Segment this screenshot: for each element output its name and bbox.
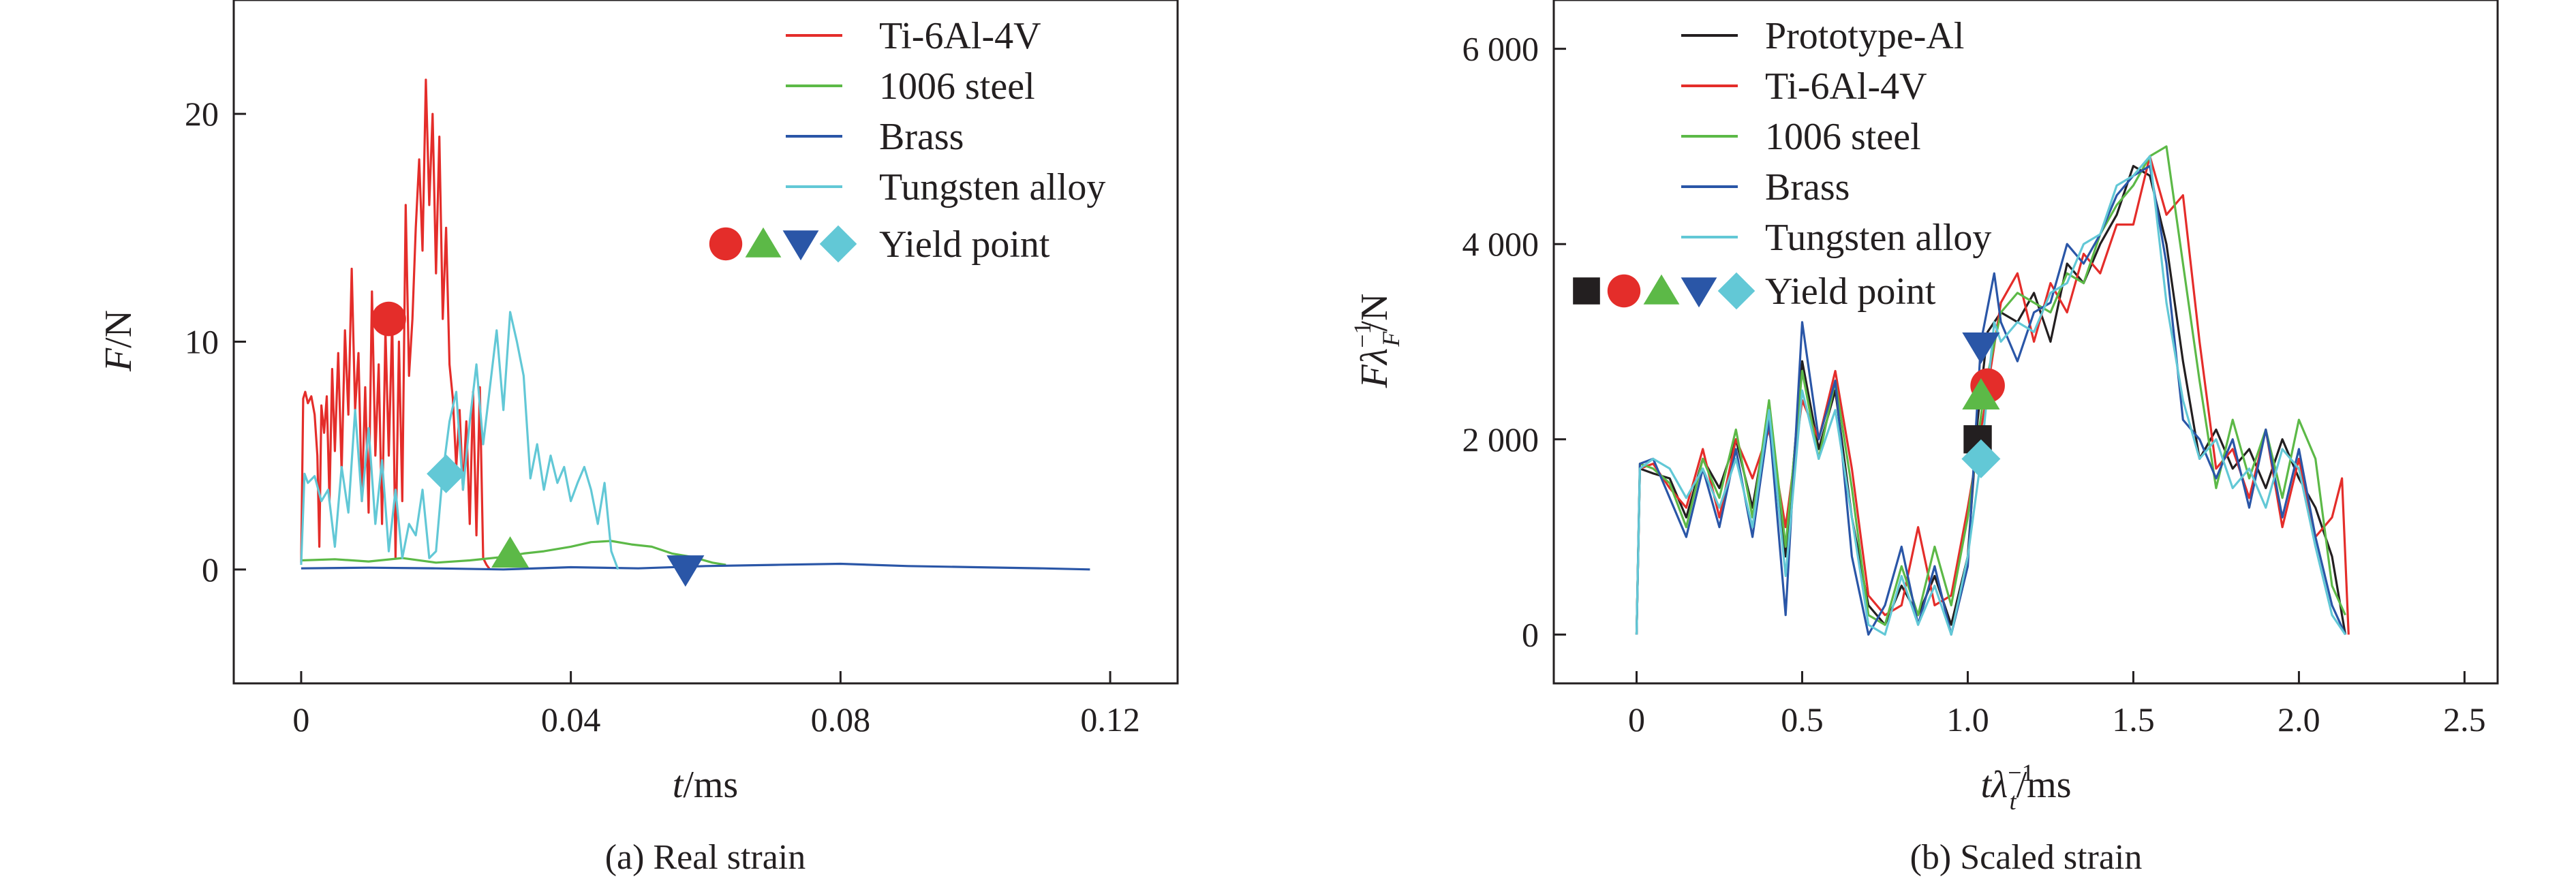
x-tick-label: 2.5	[2443, 700, 2486, 739]
series-line-ti-6al-4v	[300, 78, 491, 570]
legend-marker-1006-steel	[745, 227, 782, 258]
y-tick-label: 2 000	[1462, 420, 1539, 459]
x-tick-label: 0.04	[541, 700, 601, 739]
series-line-1006-steel	[301, 540, 726, 566]
y-axis-label: F/N	[97, 310, 140, 372]
x-tick-label: 0.5	[1781, 700, 1824, 739]
legend-marker-ti-6al-4v	[709, 227, 743, 261]
y-tick-label: 4 000	[1462, 225, 1539, 263]
yield-marker-brass	[666, 555, 705, 587]
legend-marker-1006-steel	[1643, 274, 1680, 305]
legend-marker-tungsten-alloy	[1717, 272, 1755, 310]
x-tick-label: 2.0	[2278, 700, 2320, 739]
y-tick-label: 0	[202, 551, 219, 589]
x-tick-label: 0.12	[1080, 700, 1140, 739]
y-axis-label: Fλ−1F/N	[1349, 294, 1405, 389]
legend-label-yield-point: Yield point	[1765, 270, 1936, 313]
x-tick-label: 1.5	[2112, 700, 2155, 739]
x-tick-label: 1.0	[1946, 700, 1989, 739]
legend-label-ti-6al-4v: Ti-6Al-4V	[1765, 65, 1927, 108]
legend-label-tungsten-alloy: Tungsten alloy	[1765, 217, 1991, 259]
yield-marker-ti-6al-4v	[371, 301, 406, 337]
panel-a: 0 0.04 0.08 0.12 0 10 20 t/ms F/N (a) Real strain…	[97, 0, 1179, 877]
legend-marker-brass	[1681, 277, 1717, 308]
x-tick-label: 0	[292, 700, 309, 739]
legend-label-brass: Brass	[879, 116, 964, 158]
legend-label-tungsten-alloy: Tungsten alloy	[879, 166, 1105, 208]
legend-marker-brass	[782, 230, 819, 261]
y-tick-label: 20	[185, 95, 219, 133]
series-line-brass	[301, 562, 1090, 571]
series-line-tungsten-alloy	[300, 311, 619, 570]
legend: Ti-6Al-4V 1006 steel Brass Tungsten alloy Yi…	[709, 15, 1105, 266]
legend: Prototype-Al Ti-6Al-4V 1006 steel Brass Tung…	[1573, 15, 1991, 313]
panel-caption: (a) Real strain	[605, 838, 806, 877]
legend-label-1006-steel: 1006 steel	[1765, 116, 1921, 158]
yield-marker-tungsten-alloy	[1961, 439, 2001, 478]
legend-marker-tungsten-alloy	[819, 225, 857, 263]
x-axis-label: tλ−1 t/ms	[1980, 759, 2071, 815]
x-axis-label: t/ms	[673, 764, 738, 806]
legend-label-prototype-al: Prototype-Al	[1765, 15, 1964, 57]
legend-marker-ti-6al-4v	[1607, 274, 1641, 308]
yield-marker-brass	[1962, 332, 2000, 364]
y-tick-label: 10	[185, 323, 219, 361]
plot-area	[300, 78, 1090, 587]
x-tick-label: 0	[1628, 700, 1645, 739]
yield-marker-1006-steel	[1962, 378, 2000, 410]
legend-label-ti-6al-4v: Ti-6Al-4V	[879, 15, 1041, 57]
plot-frame	[232, 0, 1179, 685]
legend-label-1006-steel: 1006 steel	[879, 65, 1035, 108]
yield-marker-tungsten-alloy	[427, 454, 466, 493]
plot-frame	[1552, 0, 2499, 685]
legend-label-yield-point: Yield point	[879, 223, 1050, 266]
yield-marker-1006-steel	[491, 536, 530, 568]
plot-area	[1635, 145, 2350, 636]
panel-caption: (b) Scaled strain	[1910, 838, 2143, 877]
x-tick-label: 0.08	[811, 700, 871, 739]
legend-label-brass: Brass	[1765, 166, 1850, 208]
y-tick-label: 0	[1522, 615, 1539, 653]
panel-b: 0 0.5 1.0 1.5 2.0 2.5 0 2 000 4 000 6 000 tλ−1 t/ms…	[1349, 0, 2499, 877]
y-tick-label: 6 000	[1462, 30, 1539, 68]
legend-marker-prototype-al	[1573, 277, 1600, 305]
